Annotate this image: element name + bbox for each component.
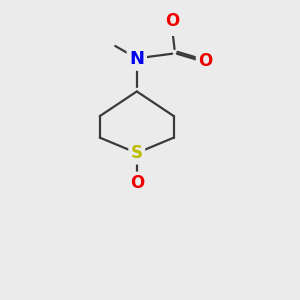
Text: N: N (129, 50, 144, 68)
Text: S: S (131, 144, 143, 162)
Text: O: O (165, 12, 179, 30)
Text: O: O (130, 174, 144, 192)
Text: O: O (198, 52, 212, 70)
